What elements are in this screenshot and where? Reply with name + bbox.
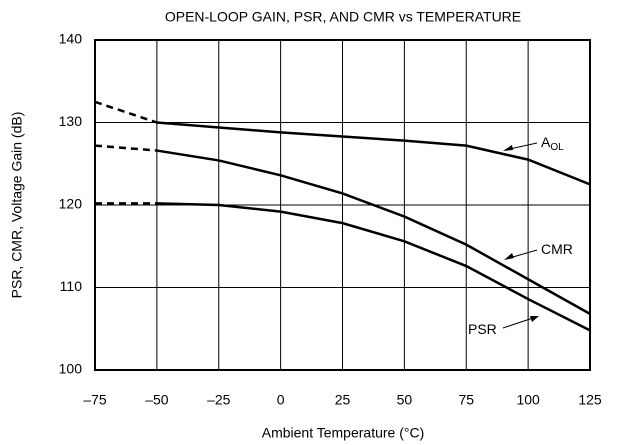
series-label: AOL [541, 134, 564, 153]
x-tick-label: 100 [516, 392, 540, 408]
y-tick-label: 100 [59, 361, 83, 377]
arrow [502, 316, 537, 329]
series-line-dashed [94, 100, 158, 124]
x-tick-label: 50 [397, 392, 413, 408]
series-label: CMR [541, 241, 573, 257]
plot-area [94, 39, 591, 371]
series-line [156, 149, 591, 315]
y-tick-label: 130 [59, 113, 83, 129]
x-tick-label: 75 [458, 392, 474, 408]
y-tick-label: 120 [59, 196, 83, 212]
x-tick-label: 0 [277, 392, 285, 408]
y-tick-label: 140 [59, 31, 83, 47]
arrowhead [503, 145, 513, 151]
x-tick-label: –50 [145, 392, 169, 408]
plot-frame [94, 39, 591, 371]
label-main: A [541, 134, 551, 150]
x-tick-label: 25 [335, 392, 351, 408]
label-main: PSR [468, 321, 497, 337]
label-main: CMR [541, 241, 573, 257]
series-line [156, 121, 591, 186]
x-tick-label: –75 [83, 392, 107, 408]
arrowhead [530, 316, 539, 322]
x-tick-label: –25 [207, 392, 231, 408]
chart-title: OPEN-LOOP GAIN, PSR, AND CMR vs TEMPERAT… [165, 9, 521, 25]
series-label: PSR [468, 321, 497, 337]
label-sub: OL [550, 142, 564, 153]
arrowhead [504, 253, 514, 260]
x-axis-label: Ambient Temperature (°C) [262, 425, 425, 441]
y-tick-label: 110 [60, 278, 83, 294]
series-line [156, 202, 591, 332]
y-axis-label: PSR, CMR, Voltage Gain (dB) [9, 112, 25, 299]
series-line-dashed [94, 144, 157, 152]
x-tick-label: 125 [578, 392, 602, 408]
